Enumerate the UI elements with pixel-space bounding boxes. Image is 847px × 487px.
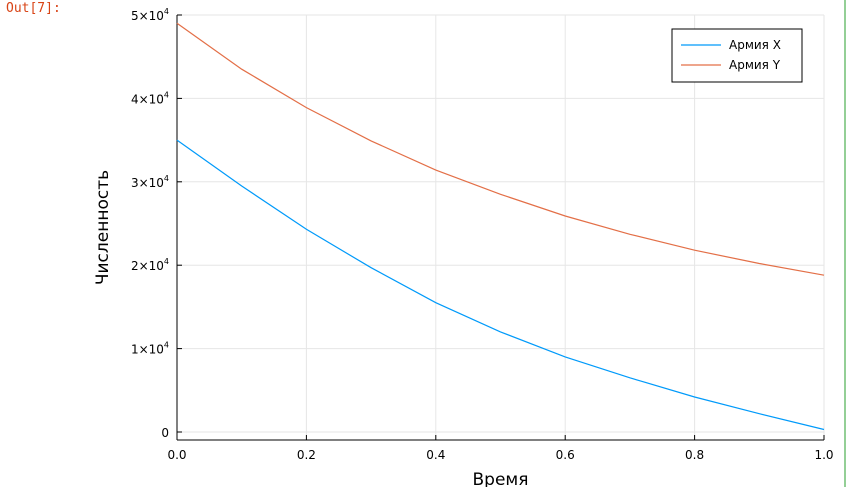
x-tick-label-0: 0.0 <box>167 448 186 462</box>
x-axis-label: Время <box>473 470 529 487</box>
legend-entry-1: Армия Y <box>729 58 781 72</box>
x-tick-label-1: 0.2 <box>297 448 316 462</box>
legend: Армия X Армия Y <box>671 28 803 83</box>
y-tick-label-3: 3×104 <box>131 174 169 190</box>
y-tick-label-2: 2×104 <box>131 257 169 273</box>
y-tick-label-0: 0 <box>161 426 169 440</box>
cell-edge-rule <box>844 0 846 487</box>
y-tick-label-5: 5×104 <box>131 7 169 23</box>
x-tick-label-3: 0.6 <box>556 448 575 462</box>
output-prompt: Out[7]: <box>6 1 61 16</box>
x-tick-label-5: 1.0 <box>814 448 833 462</box>
series-lines <box>176 22 825 431</box>
series-line-1 <box>176 22 825 276</box>
y-tick-label-1: 1×104 <box>131 341 169 357</box>
x-tick-labels: 0.0 0.2 0.4 0.6 0.8 1.0 <box>167 448 833 462</box>
y-axis-label: Численность <box>93 170 113 285</box>
legend-entry-0: Армия X <box>729 38 781 52</box>
legend-box <box>671 28 803 83</box>
x-tick-label-2: 0.4 <box>426 448 445 462</box>
axes <box>176 14 825 441</box>
y-tick-label-4: 4×104 <box>131 90 169 106</box>
series-line-0 <box>176 139 825 431</box>
y-tick-labels: 0 1×104 2×104 3×104 4×104 5×104 <box>131 7 169 440</box>
x-tick-label-4: 0.8 <box>685 448 704 462</box>
grid-lines <box>176 14 825 440</box>
